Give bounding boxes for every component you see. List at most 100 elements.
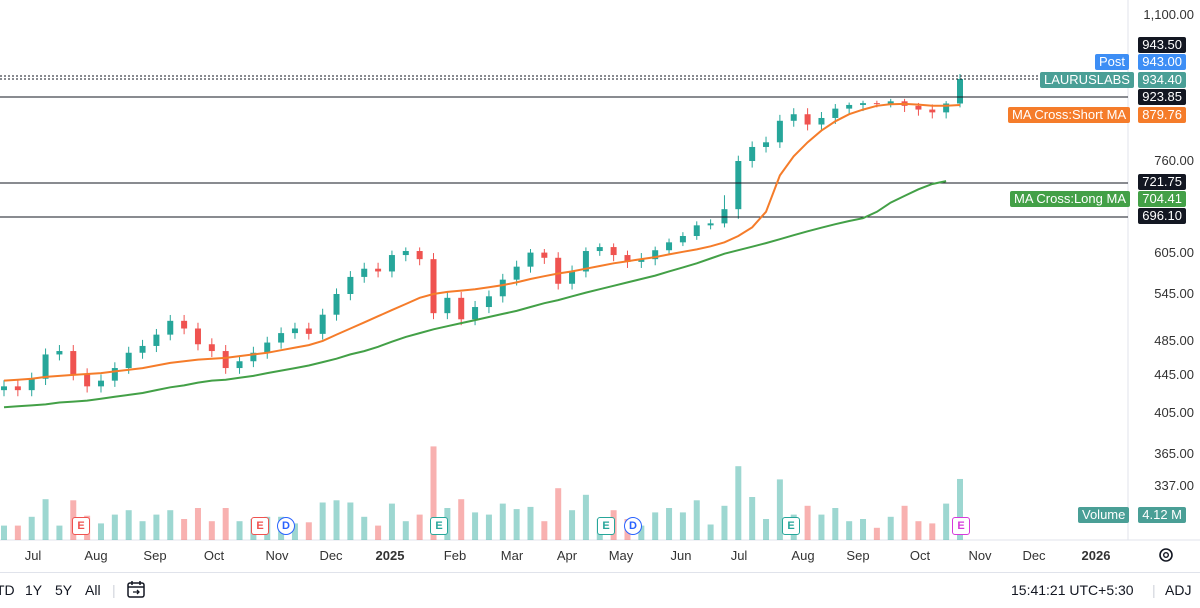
candle-body <box>430 259 437 314</box>
range-all-button[interactable]: All <box>85 582 101 598</box>
candle-body <box>70 351 77 374</box>
earnings-event-marker[interactable]: E <box>72 517 90 535</box>
volume-bar <box>652 512 659 540</box>
settings-gear-icon[interactable] <box>1159 548 1173 562</box>
volume-bar <box>333 500 340 540</box>
volume-bar <box>305 522 312 540</box>
volume-bar <box>679 512 686 540</box>
candle-body <box>278 333 285 343</box>
candle-body <box>111 368 118 381</box>
y-tick: 485.00 <box>1154 333 1194 348</box>
candle-body <box>485 296 492 308</box>
y-tick: 1,100.00 <box>1143 7 1194 22</box>
volume-bar <box>458 499 465 540</box>
candle-body <box>846 104 853 109</box>
range-1y-button[interactable]: 1Y <box>25 582 43 598</box>
long-ma-tag: MA Cross:Long MA <box>1010 191 1130 207</box>
x-tick: Oct <box>203 548 225 563</box>
candle-body <box>208 344 215 352</box>
earnings-event-marker[interactable]: E <box>952 517 970 535</box>
candle-body <box>222 351 229 369</box>
short-ma-value-label: 879.76 <box>1138 107 1186 123</box>
clock-time[interactable]: 15:41:21 UTC+5:30 <box>1011 582 1134 598</box>
earnings-event-marker[interactable]: E <box>597 517 615 535</box>
volume-bar <box>388 503 395 540</box>
x-tick: Aug <box>84 548 108 563</box>
long-ma-line <box>3 180 947 409</box>
candlesticks <box>1 74 963 397</box>
candle-body <box>402 251 409 256</box>
volume-bar <box>430 446 437 540</box>
candle-body <box>638 259 645 262</box>
goto-date-icon[interactable] <box>126 579 146 602</box>
short-ma-tag: MA Cross:Short MA <box>1008 107 1131 123</box>
candle-body <box>444 297 451 314</box>
divider: | <box>1152 582 1156 598</box>
candle-body <box>555 257 562 284</box>
candle-body <box>42 354 49 379</box>
candle-body <box>624 255 631 262</box>
level-721-75-label: 721.75 <box>1138 174 1186 190</box>
candle-body <box>860 103 867 105</box>
y-tick: 760.00 <box>1154 153 1194 168</box>
candle-body <box>1 386 7 391</box>
candle-body <box>291 328 298 334</box>
volume-bar <box>887 516 894 540</box>
volume-bar <box>56 525 63 540</box>
level-943-50-label: 943.50 <box>1138 37 1186 53</box>
x-tick: Jul <box>730 548 748 563</box>
dividend-event-marker[interactable]: D <box>277 517 295 535</box>
x-tick: Dec <box>319 548 343 563</box>
candle-body <box>582 251 589 272</box>
x-tick: Dec <box>1022 548 1046 563</box>
volume-bar <box>763 519 770 540</box>
volume-bar <box>361 516 368 540</box>
volume-bar <box>943 503 950 540</box>
candle-body <box>679 236 686 243</box>
volume-bar <box>860 519 867 540</box>
candle-body <box>776 120 783 143</box>
volume-bar <box>527 506 534 540</box>
candle-body <box>139 345 146 353</box>
level-696-10-label: 696.10 <box>1138 208 1186 224</box>
volume-value-label: 4.12 M <box>1138 507 1186 523</box>
volume-bar <box>513 509 520 540</box>
candle-body <box>347 276 354 294</box>
candle-body <box>375 268 382 272</box>
candle-body <box>569 271 576 284</box>
earnings-event-marker[interactable]: E <box>251 517 269 535</box>
candle-body <box>458 297 465 320</box>
volume-bar <box>1 525 7 540</box>
volume-bar <box>818 514 825 540</box>
divider: | <box>112 582 116 598</box>
volume-bar <box>582 494 589 540</box>
candle-body <box>693 225 700 237</box>
candle-body <box>652 250 659 260</box>
volume-bar <box>957 478 963 540</box>
candle-body <box>264 342 271 353</box>
volume-bar <box>776 479 783 540</box>
candle-body <box>333 294 340 315</box>
volume-bar <box>97 523 104 540</box>
earnings-event-marker[interactable]: E <box>430 517 448 535</box>
volume-bar <box>873 527 880 540</box>
candle-body <box>915 105 922 110</box>
volume-bar <box>319 502 326 540</box>
volume-bar <box>749 497 756 540</box>
volume-bar <box>28 516 35 540</box>
x-tick: Nov <box>265 548 289 563</box>
candle-body <box>804 114 811 125</box>
range-ytd-button[interactable]: TD <box>0 582 15 598</box>
volume-bar <box>375 525 382 540</box>
adj-toggle[interactable]: ADJ <box>1165 582 1192 598</box>
dividend-event-marker[interactable]: D <box>624 517 642 535</box>
volume-bar <box>194 508 201 540</box>
volume-bar <box>901 505 908 540</box>
candle-body <box>929 109 936 113</box>
x-tick-year: 2025 <box>375 548 405 563</box>
post-value-label: 943.00 <box>1138 54 1186 70</box>
range-5y-button[interactable]: 5Y <box>55 582 73 598</box>
candle-body <box>416 251 423 260</box>
earnings-event-marker[interactable]: E <box>782 517 800 535</box>
